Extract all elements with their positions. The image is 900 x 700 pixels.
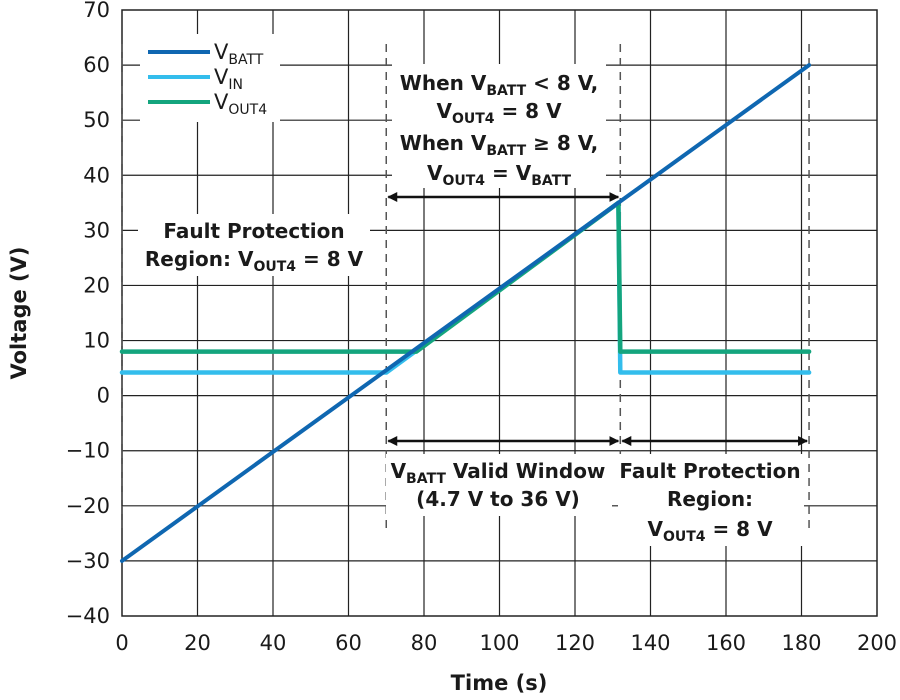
y-tick-label: 10	[83, 329, 110, 353]
y-tick-label: −30	[66, 549, 110, 573]
x-tick-label: 180	[781, 631, 821, 655]
annotation-left-fault-region: Fault Protection Region: VOUT4 = 8 V	[138, 214, 370, 276]
svg-text:Fault Protection: Fault Protection	[619, 459, 800, 483]
legend-label-vin: VIN	[214, 65, 243, 93]
svg-text:VOUT4 = 8 V: VOUT4 = 8 V	[436, 99, 562, 127]
svg-text:When VBATT < 8 V,: When VBATT < 8 V,	[400, 71, 598, 99]
y-tick-label: 40	[83, 163, 110, 187]
legend-label-vbatt: VBATT	[214, 40, 264, 68]
legend-label-vout4: VOUT4	[214, 90, 267, 118]
y-axis-title: Voltage (V)	[7, 247, 31, 380]
annotation-right-fault-region: Fault Protection Region: VOUT4 = 8 V	[618, 454, 804, 546]
data-series	[119, 63, 812, 563]
y-tick-label: −10	[66, 439, 110, 463]
y-tick-label: 20	[83, 273, 110, 297]
x-tick-label: 80	[411, 631, 438, 655]
y-tick-label: 70	[83, 0, 110, 22]
x-axis-title: Time (s)	[451, 671, 548, 695]
annotation-window-rules: When VBATT < 8 V, VOUT4 = 8 V When VBATT…	[392, 64, 606, 189]
x-tick-label: 100	[479, 631, 519, 655]
series-line-vbatt	[120, 63, 812, 563]
y-tick-label: 30	[83, 218, 110, 242]
x-tick-label: 160	[706, 631, 746, 655]
x-tick-label: 0	[115, 631, 128, 655]
x-tick-label: 120	[555, 631, 595, 655]
y-tick-label: 50	[83, 108, 110, 132]
annotation-valid-window: VBATT Valid Window (4.7 V to 36 V)	[386, 454, 612, 516]
svg-text:VBATT Valid Window: VBATT Valid Window	[391, 459, 606, 487]
x-tick-label: 60	[335, 631, 362, 655]
svg-text:VOUT4 = 8 V: VOUT4 = 8 V	[647, 517, 773, 545]
svg-text:(4.7 V to 36 V): (4.7 V to 36 V)	[416, 487, 580, 511]
x-tick-label: 140	[630, 631, 670, 655]
y-tick-label: 0	[97, 384, 110, 408]
x-tick-label: 200	[857, 631, 897, 655]
svg-text:VOUT4 = VBATT: VOUT4 = VBATT	[427, 161, 572, 189]
legend: VBATT VIN VOUT4	[140, 34, 280, 122]
y-tick-label: 60	[83, 53, 110, 77]
svg-text:Fault Protection: Fault Protection	[163, 219, 344, 243]
y-tick-label: −20	[66, 494, 110, 518]
x-tick-label: 20	[184, 631, 211, 655]
svg-text:When VBATT ≥ 8 V,: When VBATT ≥ 8 V,	[400, 131, 598, 159]
svg-text:Region:: Region:	[667, 487, 753, 511]
x-tick-label: 40	[260, 631, 287, 655]
svg-text:Region: VOUT4 = 8 V: Region: VOUT4 = 8 V	[145, 247, 364, 275]
tick-labels: 0 20 40 60 80 100 120 140 160 180 2007060504030201…	[66, 0, 897, 655]
y-tick-label: −40	[66, 604, 110, 628]
